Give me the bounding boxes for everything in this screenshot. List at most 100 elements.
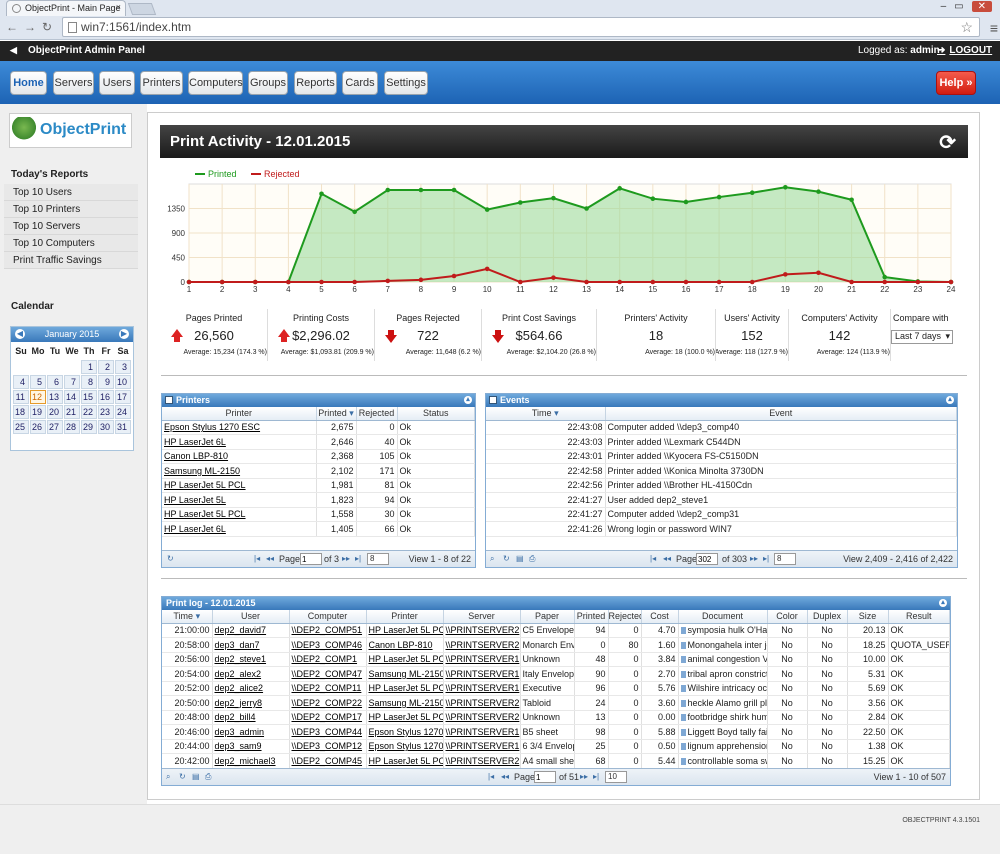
first-page-icon[interactable]: |◂: [254, 554, 261, 563]
table-cell[interactable]: \\PRINTSERVER2: [443, 637, 521, 653]
column-header[interactable]: Rejected: [356, 407, 398, 421]
table-cell[interactable]: dep3_dan7: [212, 637, 290, 653]
calendar-day[interactable]: 28: [64, 420, 80, 434]
page-size-select[interactable]: 10: [605, 771, 627, 783]
refresh-icon[interactable]: ⟳: [939, 132, 956, 154]
table-cell[interactable]: \\DEP3_COMP12: [289, 739, 367, 754]
calendar-day[interactable]: 8: [81, 375, 97, 389]
table-cell[interactable]: HP LaserJet 5L: [162, 492, 317, 508]
table-cell[interactable]: \\DEP2_COMP22: [289, 695, 367, 711]
search-icon[interactable]: ⌕: [490, 554, 495, 563]
column-header[interactable]: Rejected: [608, 610, 642, 624]
table-cell[interactable]: Samsung ML-2150: [162, 463, 317, 479]
back-arrow-icon[interactable]: ◀: [10, 45, 17, 55]
table-cell[interactable]: dep2_jerry8: [212, 695, 290, 711]
table-row[interactable]: 20:58:00 dep3_dan7 \\DEP3_COMP46 Canon LBP-…: [162, 637, 950, 653]
browser-menu-icon[interactable]: ≡: [989, 20, 998, 36]
table-cell[interactable]: dep2_alex2: [212, 666, 290, 682]
refresh-icon[interactable]: ↻: [179, 772, 186, 781]
table-row[interactable]: 20:44:00 dep3_sam9 \\DEP3_COMP12 Epson Styl…: [162, 739, 950, 754]
table-row[interactable]: HP LaserJet 6L 2,646 40 Ok: [162, 434, 475, 450]
calendar-day[interactable]: 25: [13, 420, 29, 434]
menu-settings[interactable]: Settings: [384, 71, 428, 95]
table-cell[interactable]: \\PRINTSERVER1: [443, 724, 521, 740]
table-cell[interactable]: HP LaserJet 5L PCL: [366, 681, 444, 696]
column-header[interactable]: Time ▾: [486, 407, 606, 421]
table-row[interactable]: 22:41:27 Computer added \\dep2_comp31: [486, 507, 957, 522]
collapse-icon[interactable]: ▴: [946, 396, 954, 404]
table-cell[interactable]: Samsung ML-2150: [366, 695, 444, 711]
table-cell[interactable]: HP LaserJet 6L: [162, 434, 317, 450]
table-cell[interactable]: dep2_bill4: [212, 710, 290, 725]
back-icon[interactable]: ←: [6, 20, 18, 34]
column-header[interactable]: Printed ▾: [316, 407, 357, 421]
table-row[interactable]: 20:52:00 dep2_alice2 \\DEP2_COMP11 HP Laser…: [162, 681, 950, 696]
export-icon[interactable]: ▤: [192, 772, 200, 781]
table-cell[interactable]: Epson Stylus 1270 ESC: [162, 420, 317, 435]
search-icon[interactable]: ⌕: [166, 772, 171, 781]
menu-users[interactable]: Users: [99, 71, 135, 95]
calendar-day[interactable]: 22: [81, 405, 97, 419]
table-row[interactable]: 22:43:01 Printer added \\Kyocera FS-C5150…: [486, 449, 957, 464]
refresh-icon[interactable]: ↻: [167, 554, 174, 563]
calendar-day[interactable]: 6: [47, 375, 63, 389]
calendar-day[interactable]: 18: [13, 405, 29, 419]
column-header[interactable]: Time ▾: [162, 610, 213, 624]
close-window-icon[interactable]: ✕: [971, 1, 992, 12]
table-row[interactable]: 20:50:00 dep2_jerry8 \\DEP2_COMP22 Samsung …: [162, 695, 950, 711]
table-row[interactable]: 22:43:08 Computer added \\dep3_comp40: [486, 420, 957, 435]
table-cell[interactable]: Epson Stylus 1270 E: [366, 739, 444, 754]
table-row[interactable]: Canon LBP-810 2,368 105 Ok: [162, 449, 475, 464]
table-cell[interactable]: \\PRINTSERVER2: [443, 623, 521, 638]
calendar-day[interactable]: 4: [13, 375, 29, 389]
column-header[interactable]: Size: [847, 610, 889, 624]
column-header[interactable]: User: [212, 610, 290, 624]
report-top10-users[interactable]: Top 10 Users: [4, 184, 138, 201]
page-input[interactable]: [696, 553, 718, 565]
table-cell[interactable]: HP LaserJet 5L PCL: [366, 652, 444, 667]
table-cell[interactable]: \\DEP2_COMP51: [289, 623, 367, 638]
table-cell[interactable]: \\DEP2_COMP45: [289, 753, 367, 769]
calendar-day[interactable]: 12: [30, 390, 46, 404]
menu-computers[interactable]: Computers: [188, 71, 243, 95]
menu-home[interactable]: Home: [10, 71, 47, 95]
logout-link[interactable]: ➜ LOGOUT: [937, 45, 992, 56]
calendar-day[interactable]: 30: [98, 420, 114, 434]
table-cell[interactable]: Canon LBP-810: [162, 449, 317, 464]
calendar-day[interactable]: 27: [47, 420, 63, 434]
menu-printers[interactable]: Printers: [140, 71, 183, 95]
column-header[interactable]: Paper: [520, 610, 575, 624]
table-cell[interactable]: HP LaserJet 5L PCL: [366, 753, 444, 769]
first-page-icon[interactable]: |◂: [488, 772, 495, 781]
bookmark-star-icon[interactable]: ☆: [960, 19, 973, 35]
column-header[interactable]: Cost: [641, 610, 679, 624]
table-cell[interactable]: dep2_david7: [212, 623, 290, 638]
column-header[interactable]: Result: [888, 610, 950, 624]
table-row[interactable]: 20:54:00 dep2_alex2 \\DEP2_COMP47 Samsung M…: [162, 666, 950, 682]
table-cell[interactable]: HP LaserJet 5L PCL: [162, 507, 317, 522]
table-row[interactable]: HP LaserJet 6L 1,405 66 Ok: [162, 521, 475, 537]
column-header[interactable]: Duplex: [807, 610, 848, 624]
first-page-icon[interactable]: |◂: [650, 554, 657, 563]
calendar-day[interactable]: 9: [98, 375, 114, 389]
print-icon[interactable]: ⎙: [529, 554, 536, 563]
print-icon[interactable]: ⎙: [205, 772, 212, 781]
table-cell[interactable]: HP LaserJet 6L: [162, 521, 317, 537]
table-row[interactable]: 22:41:27 User added dep2_steve1: [486, 492, 957, 508]
table-cell[interactable]: \\PRINTSERVER1: [443, 739, 521, 754]
calendar-day[interactable]: 1: [81, 360, 97, 374]
calendar-day[interactable]: 11: [13, 390, 29, 404]
collapse-icon[interactable]: ▴: [939, 599, 947, 607]
maximize-icon[interactable]: ▭: [954, 1, 972, 12]
table-row[interactable]: 21:00:00 dep2_david7 \\DEP2_COMP51 HP Laser…: [162, 623, 950, 638]
calendar-day[interactable]: 17: [115, 390, 131, 404]
prev-page-icon[interactable]: ◂◂: [501, 772, 510, 781]
menu-groups[interactable]: Groups: [248, 71, 288, 95]
calendar-day[interactable]: 16: [98, 390, 114, 404]
table-cell[interactable]: \\PRINTSERVER2: [443, 695, 521, 711]
forward-icon[interactable]: →: [24, 20, 36, 34]
table-cell[interactable]: Canon LBP-810: [366, 637, 444, 653]
page-size-select[interactable]: 8: [367, 553, 389, 565]
column-header[interactable]: Status: [397, 407, 475, 421]
table-row[interactable]: 20:42:00 dep2_michael3 \\DEP2_COMP45 HP Las…: [162, 753, 950, 769]
